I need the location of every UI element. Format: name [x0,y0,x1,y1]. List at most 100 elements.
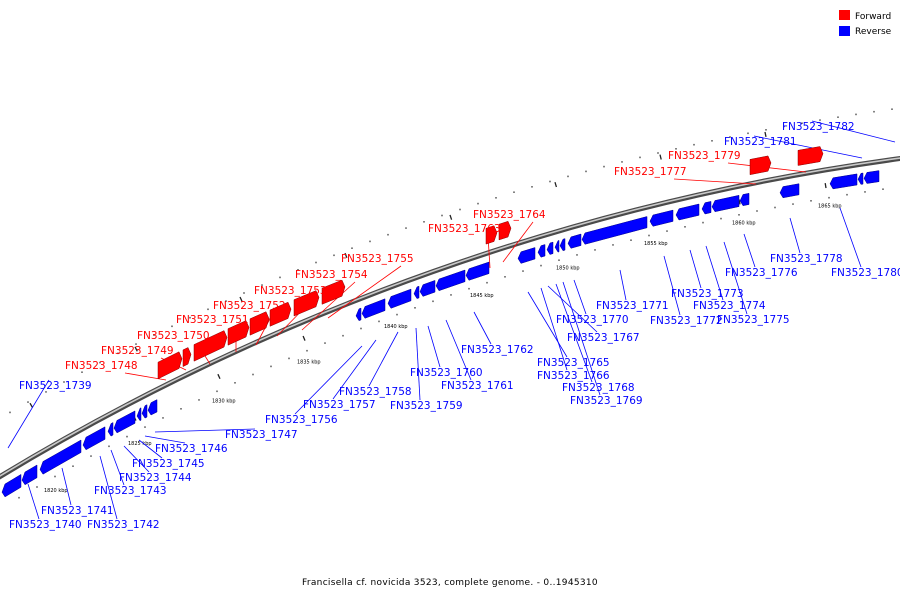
gene-block-fn3523-1760[interactable] [419,280,436,297]
gene-block-fn3523-1765[interactable] [517,247,536,264]
scale-dot [297,269,299,271]
gene-block-fn3523-1755[interactable] [321,279,346,305]
gene-label-fn3523-1773[interactable]: FN3523_1773 [671,288,744,300]
gene-label-fn3523-1780[interactable]: FN3523_1780 [831,267,900,279]
gene-label-fn3523-1776[interactable]: FN3523_1776 [725,267,798,279]
gene-block-fn3523-1759[interactable] [413,285,420,299]
gene-block-fn3523-1752[interactable] [249,311,270,336]
gene-label-fn3523-1744[interactable]: FN3523_1744 [119,472,192,484]
gene-block-fn3523-1750[interactable] [193,330,228,362]
gene-label-fn3523-1749[interactable]: FN3523_1749 [101,345,174,357]
leader-line [705,245,724,301]
gene-label-fn3523-1755[interactable]: FN3523_1755 [341,253,414,265]
gene-block-fn3523-1747[interactable] [147,399,158,416]
gene-block-fn3523-1778[interactable] [779,183,800,199]
gene-label-fn3523-1771[interactable]: FN3523_1771 [596,300,669,312]
gene-block-fn3523-1740[interactable] [21,464,38,486]
gene-block-fn3523-1773[interactable] [675,203,700,221]
gene-block-fn3523-1762[interactable] [465,261,490,281]
gene-block-fn3523-1764[interactable] [498,220,512,241]
gene-block-fn3523-1766[interactable] [537,244,546,258]
gene-block-fn3523-1769[interactable] [559,238,566,251]
gene-block-fn3523-1772[interactable] [649,209,674,227]
gene-block-fn3523-1748[interactable] [157,351,183,380]
gene-block-fn3523-1770[interactable] [567,233,582,249]
gene-label-fn3523-1753[interactable]: FN3523_1753 [254,285,327,297]
gene-block-fn3523-1763[interactable] [485,225,498,245]
gene-label-fn3523-1739[interactable]: FN3523_1739 [19,380,92,392]
gene-block-fn3523-1751[interactable] [227,320,250,346]
gene-label-fn3523-1746[interactable]: FN3523_1746 [155,443,228,455]
scale-dot [180,408,182,410]
gene-block-fn3523-1779[interactable] [797,146,824,166]
gene-label-fn3523-1772[interactable]: FN3523_1772 [650,315,723,327]
gene-block-fn3523-1739[interactable] [1,473,22,498]
gene-label-fn3523-1742[interactable]: FN3523_1742 [87,519,160,531]
gene-label-fn3523-1748[interactable]: FN3523_1748 [65,360,138,372]
gene-block-fn3523-1746[interactable] [141,404,148,419]
gene-block-fn3523-1742[interactable] [82,426,106,451]
gene-block-fn3523-1768[interactable] [554,240,560,253]
gene-block-fn3523-1753[interactable] [269,301,292,327]
gene-label-fn3523-1759[interactable]: FN3523_1759 [390,400,463,412]
scale-dot [801,122,803,124]
gene-label-fn3523-1782[interactable]: FN3523_1782 [782,121,855,133]
gene-block-fn3523-1754[interactable] [293,290,320,317]
gene-label-fn3523-1781[interactable]: FN3523_1781 [724,136,797,148]
scale-dot [531,186,533,188]
gene-label-fn3523-1747[interactable]: FN3523_1747 [225,429,298,441]
gene-label-fn3523-1760[interactable]: FN3523_1760 [410,367,483,379]
gene-block-fn3523-1761[interactable] [435,269,466,292]
legend-swatch-forward [839,10,850,20]
gene-label-fn3523-1770[interactable]: FN3523_1770 [556,314,629,326]
gene-block-fn3523-1780[interactable] [829,173,858,190]
gene-block-fn3523-1749[interactable] [182,347,192,368]
gene-label-fn3523-1745[interactable]: FN3523_1745 [132,458,205,470]
gene-label-fn3523-1766[interactable]: FN3523_1766 [537,370,610,382]
gene-label-fn3523-1768[interactable]: FN3523_1768 [562,382,635,394]
gene-label-fn3523-1779[interactable]: FN3523_1779 [668,150,741,162]
legend-label-reverse: Reverse [855,27,892,37]
gene-block-fn3523-1777[interactable] [749,155,772,176]
gene-block-fn3523-1781[interactable] [857,172,864,185]
gene-block-fn3523-1771[interactable] [581,216,648,245]
gene-label-fn3523-1778[interactable]: FN3523_1778 [770,253,843,265]
gene-label-fn3523-1754[interactable]: FN3523_1754 [295,269,368,281]
gene-label-fn3523-1764[interactable]: FN3523_1764 [473,209,546,221]
scale-dot [261,284,263,286]
gene-label-fn3523-1752[interactable]: FN3523_1752 [213,300,286,312]
gene-label-fn3523-1763[interactable]: FN3523_1763 [428,223,501,235]
gene-block-fn3523-1775[interactable] [711,194,740,212]
gene-label-fn3523-1765[interactable]: FN3523_1765 [537,357,610,369]
gene-label-fn3523-1769[interactable]: FN3523_1769 [570,395,643,407]
gene-label-fn3523-1750[interactable]: FN3523_1750 [137,330,210,342]
gene-block-fn3523-1741[interactable] [39,439,82,475]
gene-block-fn3523-1743[interactable] [107,422,114,437]
gene-label-fn3523-1740[interactable]: FN3523_1740 [9,519,82,531]
gene-block-fn3523-1757[interactable] [361,298,386,319]
gene-block-fn3523-1767[interactable] [546,241,554,255]
gene-label-fn3523-1757[interactable]: FN3523_1757 [303,399,376,411]
gene-block-fn3523-1774[interactable] [701,201,712,215]
gene-label-fn3523-1741[interactable]: FN3523_1741 [41,505,114,517]
gene-label-fn3523-1743[interactable]: FN3523_1743 [94,485,167,497]
gene-label-fn3523-1762[interactable]: FN3523_1762 [461,344,534,356]
gene-label-fn3523-1777[interactable]: FN3523_1777 [614,166,687,178]
gene-label-fn3523-1758[interactable]: FN3523_1758 [339,386,412,398]
gene-block-fn3523-1776[interactable] [739,192,750,206]
gene-label-fn3523-1761[interactable]: FN3523_1761 [441,380,514,392]
gene-block-fn3523-1745[interactable] [136,407,142,422]
gene-block-fn3523-1744[interactable] [113,410,136,434]
gene-label-fn3523-1775[interactable]: FN3523_1775 [717,314,790,326]
scale-dot [873,110,875,113]
gene-label-fn3523-1774[interactable]: FN3523_1774 [693,300,766,312]
gene-block-fn3523-1782[interactable] [863,170,880,184]
gene-label-fn3523-1751[interactable]: FN3523_1751 [176,314,249,326]
gene-block-fn3523-1758[interactable] [387,288,412,309]
gene-label-fn3523-1767[interactable]: FN3523_1767 [567,332,640,344]
gene-label-fn3523-1756[interactable]: FN3523_1756 [265,414,338,426]
gene-block-fn3523-1756[interactable] [355,307,362,322]
scale-dot [144,426,146,428]
scale-dot [837,116,839,118]
